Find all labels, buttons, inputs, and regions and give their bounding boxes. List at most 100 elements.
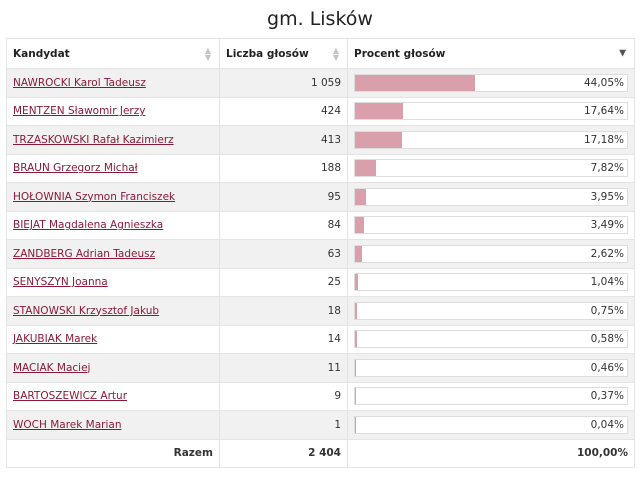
- candidate-link[interactable]: WOCH Marek Marian: [13, 418, 122, 431]
- percent-bar-track: 17,64%: [354, 102, 628, 121]
- percent-bar-track: 0,75%: [354, 301, 628, 320]
- candidate-cell: BIEJAT Magdalena Agnieszka: [6, 210, 220, 240]
- table-row: MACIAK Maciej 11 0,46%: [6, 353, 635, 383]
- column-header-label: Liczba głosów: [226, 47, 309, 60]
- candidate-cell: BARTOSZEWICZ Artur: [6, 381, 220, 411]
- candidate-link[interactable]: ZANDBERG Adrian Tadeusz: [13, 247, 156, 260]
- percent-label: 1,04%: [590, 276, 624, 289]
- percent-bar-fill: [355, 103, 403, 120]
- percent-bar-fill: [355, 359, 357, 376]
- candidate-link[interactable]: STANOWSKI Krzysztof Jakub: [13, 304, 160, 317]
- candidate-cell: BRAUN Grzegorz Michał: [6, 153, 220, 183]
- percent-bar-fill: [355, 160, 377, 177]
- percent-cell: 3,49%: [347, 210, 635, 240]
- total-votes: 2 404: [219, 438, 348, 468]
- candidate-link[interactable]: SENYSZYN Joanna: [13, 276, 108, 289]
- candidate-link[interactable]: HOŁOWNIA Szymon Franciszek: [13, 190, 176, 203]
- votes-cell: 1: [219, 410, 348, 440]
- sort-icon[interactable]: ▲ ▼: [204, 45, 211, 62]
- candidate-cell: STANOWSKI Krzysztof Jakub: [6, 296, 220, 326]
- votes-cell: 14: [219, 324, 348, 354]
- candidate-link[interactable]: NAWROCKI Karol Tadeusz: [13, 76, 146, 89]
- votes-cell: 1 059: [219, 68, 348, 98]
- percent-cell: 7,82%: [347, 153, 635, 183]
- percent-bar-fill: [355, 274, 358, 291]
- sort-icon[interactable]: ▲ ▼: [332, 45, 339, 62]
- percent-label: 44,05%: [583, 76, 624, 89]
- votes-cell: 413: [219, 125, 348, 155]
- page-title: gm. Lisków: [267, 8, 373, 30]
- total-percent: 100,00%: [347, 438, 635, 468]
- table-row: ZANDBERG Adrian Tadeusz 63 2,62%: [6, 239, 635, 269]
- table-row: HOŁOWNIA Szymon Franciszek 95 3,95%: [6, 182, 635, 212]
- candidate-link[interactable]: TRZASKOWSKI Rafał Kazimierz: [13, 133, 174, 146]
- percent-cell: 0,75%: [347, 296, 635, 326]
- candidate-cell: NAWROCKI Karol Tadeusz: [6, 68, 220, 98]
- percent-bar-fill: [355, 331, 357, 348]
- percent-cell: 17,64%: [347, 96, 635, 126]
- column-header-votes[interactable]: Liczba głosów ▲ ▼: [219, 38, 348, 69]
- candidate-link[interactable]: BRAUN Grzegorz Michał: [13, 162, 138, 175]
- percent-label: 7,82%: [590, 162, 624, 175]
- percent-label: 17,64%: [583, 105, 624, 118]
- table-row: BRAUN Grzegorz Michał 188 7,82%: [6, 153, 635, 183]
- column-header-label: Kandydat: [13, 47, 70, 60]
- percent-bar-track: 0,04%: [354, 415, 628, 434]
- percent-bar-track: 44,05%: [354, 73, 628, 92]
- percent-bar-fill: [355, 302, 358, 319]
- table-row: JAKUBIAK Marek 14 0,58%: [6, 324, 635, 354]
- total-label: Razem: [6, 438, 220, 468]
- percent-label: 0,75%: [590, 304, 624, 317]
- candidate-link[interactable]: JAKUBIAK Marek: [13, 333, 98, 346]
- candidate-link[interactable]: BIEJAT Magdalena Agnieszka: [13, 219, 164, 232]
- percent-bar-fill: [355, 388, 356, 405]
- percent-cell: 0,46%: [347, 353, 635, 383]
- column-header-candidate[interactable]: Kandydat ▲ ▼: [6, 38, 220, 69]
- percent-cell: 17,18%: [347, 125, 635, 155]
- candidate-link[interactable]: MACIAK Maciej: [13, 361, 91, 374]
- total-row: Razem 2 404 100,00%: [6, 438, 635, 468]
- percent-bar-fill: [355, 131, 402, 148]
- column-header-percent[interactable]: Procent głosów ▼: [347, 38, 635, 69]
- votes-cell: 25: [219, 267, 348, 297]
- candidate-cell: TRZASKOWSKI Rafał Kazimierz: [6, 125, 220, 155]
- percent-label: 0,04%: [590, 418, 624, 431]
- votes-cell: 84: [219, 210, 348, 240]
- percent-label: 3,49%: [590, 219, 624, 232]
- candidate-link[interactable]: BARTOSZEWICZ Artur: [13, 390, 128, 403]
- votes-cell: 63: [219, 239, 348, 269]
- votes-cell: 95: [219, 182, 348, 212]
- table-row: NAWROCKI Karol Tadeusz 1 059 44,05%: [6, 68, 635, 98]
- percent-bar-track: 3,95%: [354, 187, 628, 206]
- percent-bar-track: 1,04%: [354, 273, 628, 292]
- votes-cell: 11: [219, 353, 348, 383]
- percent-cell: 0,04%: [347, 410, 635, 440]
- percent-bar-fill: [355, 188, 366, 205]
- table-row: BARTOSZEWICZ Artur 9 0,37%: [6, 381, 635, 411]
- candidate-cell: JAKUBIAK Marek: [6, 324, 220, 354]
- percent-cell: 0,37%: [347, 381, 635, 411]
- results-table: Kandydat ▲ ▼ Liczba głosów ▲ ▼ Procent gło…: [6, 38, 635, 468]
- percent-cell: 2,62%: [347, 239, 635, 269]
- table-header-row: Kandydat ▲ ▼ Liczba głosów ▲ ▼ Procent gło…: [6, 38, 635, 69]
- table-row: WOCH Marek Marian 1 0,04%: [6, 410, 635, 440]
- percent-bar-track: 0,37%: [354, 387, 628, 406]
- percent-label: 0,58%: [590, 333, 624, 346]
- percent-cell: 44,05%: [347, 68, 635, 98]
- percent-cell: 1,04%: [347, 267, 635, 297]
- table-row: SENYSZYN Joanna 25 1,04%: [6, 267, 635, 297]
- percent-bar-fill: [355, 217, 365, 234]
- candidate-cell: MACIAK Maciej: [6, 353, 220, 383]
- candidate-cell: SENYSZYN Joanna: [6, 267, 220, 297]
- votes-cell: 188: [219, 153, 348, 183]
- table-row: MENTZEN Sławomir Jerzy 424 17,64%: [6, 96, 635, 126]
- sort-descending-icon[interactable]: ▼: [619, 48, 626, 58]
- percent-label: 3,95%: [590, 190, 624, 203]
- percent-label: 2,62%: [590, 247, 624, 260]
- candidate-link[interactable]: MENTZEN Sławomir Jerzy: [13, 105, 146, 118]
- candidate-cell: WOCH Marek Marian: [6, 410, 220, 440]
- percent-bar-fill: [355, 74, 475, 91]
- percent-bar-track: 7,82%: [354, 159, 628, 178]
- percent-label: 17,18%: [583, 133, 624, 146]
- percent-cell: 0,58%: [347, 324, 635, 354]
